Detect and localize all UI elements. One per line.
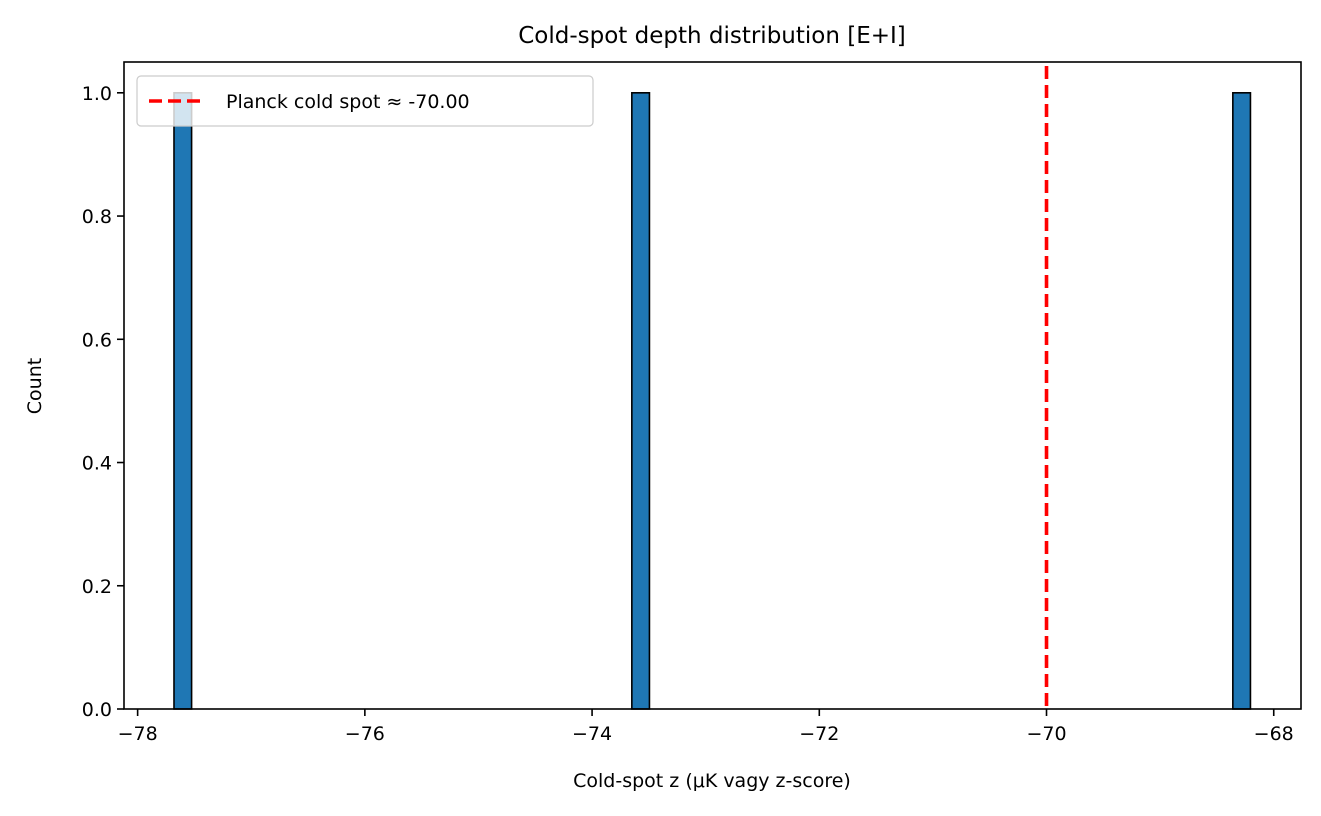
x-tick-label-3: −74: [572, 723, 612, 745]
x-tick-label-2: −76: [345, 723, 385, 745]
legend-box: [136, 75, 594, 127]
x-tick-label-4: −72: [799, 723, 839, 745]
y-tick-label-1: 0.0: [82, 699, 112, 721]
x-tick-label-6: −68: [1254, 723, 1294, 745]
y-tick-label-5: 0.8: [82, 206, 112, 228]
y-tick-label-4: 0.6: [82, 329, 112, 351]
histogram-bar-1: [173, 92, 193, 710]
x-axis-title: Cold-spot z (μK vagy z-score): [573, 770, 851, 792]
y-tick-label-3: 0.4: [82, 453, 112, 475]
legend-label: Planck cold spot ≈ -70.00: [226, 91, 470, 113]
y-tick-label-2: 0.2: [82, 576, 112, 598]
axes-frame: [123, 61, 1302, 710]
histogram-bar-3: [1232, 92, 1252, 710]
x-tick-label-5: −70: [1026, 723, 1066, 745]
y-tick-label-6: 1.0: [82, 83, 112, 105]
legend: Planck cold spot ≈ -70.00: [136, 75, 594, 127]
histogram-bar-2: [631, 92, 651, 710]
chart-title: Cold-spot depth distribution [E+I]: [518, 23, 906, 49]
x-tick-label-1: −78: [118, 723, 158, 745]
y-axis-title: Count: [24, 358, 46, 414]
plot-area: −78 −76 −74 −72 −70 −68 0.0 0.2 0.4 0.6 0.8 1.0 Plan…: [82, 61, 1302, 745]
